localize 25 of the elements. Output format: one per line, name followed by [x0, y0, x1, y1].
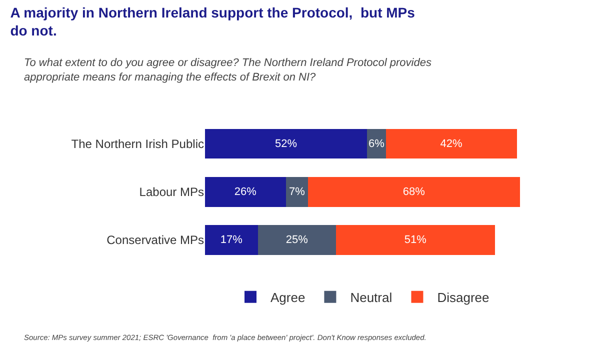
bar	[205, 128, 368, 159]
bar	[308, 177, 520, 207]
data-label: 68%	[402, 186, 426, 198]
data-label: 17%	[220, 234, 243, 246]
legend-label: Disagree	[437, 290, 490, 305]
bar	[336, 225, 496, 255]
data-label: 25%	[286, 234, 308, 246]
data-label: 51%	[404, 234, 427, 246]
chart-subtitle: To what extent to do you agree or disagree? The Northern Ireland Protocol provides appropriate means for managing the effects of Brexit on NI?	[24, 57, 432, 84]
bar	[286, 177, 308, 207]
legend-label: Agree	[270, 290, 306, 305]
bar	[205, 225, 258, 255]
data-label: 26%	[234, 186, 257, 198]
data-label: 6%	[368, 138, 385, 150]
data-label: 52%	[274, 138, 298, 150]
bar	[386, 128, 517, 159]
data-label: 42%	[440, 138, 463, 150]
chart-title: A majority in Northern Ireland support the Protocol, but MPs do not.	[10, 4, 416, 39]
legend-label: Neutral	[350, 290, 392, 305]
data-label: 7%	[288, 186, 306, 198]
y-tick-label: Conservative MPs	[106, 233, 204, 248]
y-tick-label: The Northern Irish Public	[71, 137, 204, 152]
y-tick-label: Labour MPs	[139, 185, 204, 200]
bar	[258, 225, 336, 255]
bar	[205, 177, 286, 207]
